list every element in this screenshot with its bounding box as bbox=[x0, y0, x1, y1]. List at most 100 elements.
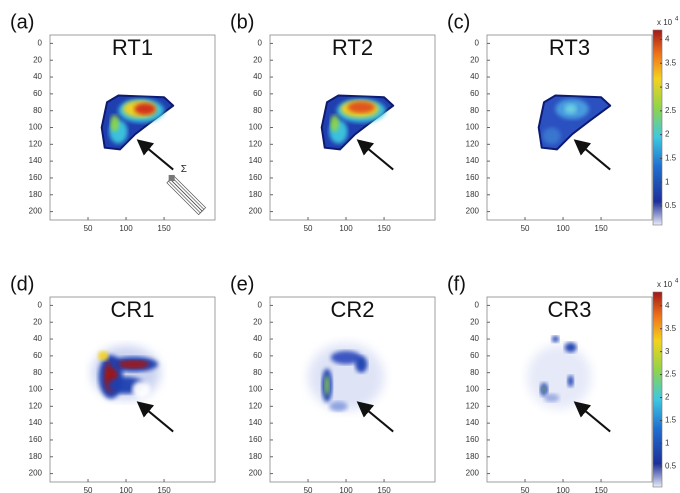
x-tick-label: 150 bbox=[157, 224, 171, 233]
y-tick-label: 80 bbox=[470, 106, 479, 115]
x-tick-label: 50 bbox=[521, 224, 530, 233]
panel-label: (f) bbox=[447, 273, 466, 295]
y-tick-label: 100 bbox=[29, 123, 43, 132]
y-tick-label: 0 bbox=[258, 301, 263, 310]
y-tick-label: 60 bbox=[470, 89, 479, 98]
heatmap-blob bbox=[542, 386, 546, 393]
panel-label: (e) bbox=[230, 273, 254, 295]
heatmap-blob bbox=[330, 114, 340, 132]
colorbar-tick-label: 2 bbox=[665, 393, 670, 402]
y-tick-label: 160 bbox=[249, 173, 263, 182]
panel: (f) CR3 0 20 40 60 80 100 120 140 160 180 200 50 100 15… bbox=[447, 273, 679, 493]
y-tick-label: 20 bbox=[33, 55, 42, 64]
panel: (d) CR1 0 20 40 60 80 100 120 140 160 180 200 50 100 15… bbox=[10, 273, 216, 493]
y-tick-label: 160 bbox=[466, 173, 480, 182]
y-tick-label: 20 bbox=[253, 55, 262, 64]
heatmap-image bbox=[308, 343, 385, 412]
colorbar-tick-label: 2.5 bbox=[665, 370, 677, 379]
y-tick-label: 140 bbox=[249, 418, 263, 427]
colorbar-tick-label: 1 bbox=[665, 177, 670, 186]
y-tick-label: 20 bbox=[470, 317, 479, 326]
panel-label: (d) bbox=[10, 273, 34, 295]
colorbar-tick-label: 4 bbox=[665, 35, 670, 44]
x-tick-label: 100 bbox=[119, 486, 133, 493]
y-tick-label: 120 bbox=[29, 139, 43, 148]
colorbar-tick-label: 3 bbox=[665, 82, 670, 91]
heatmap-blob bbox=[564, 103, 577, 115]
heatmap-blob bbox=[347, 101, 375, 114]
heatmap-blob bbox=[132, 381, 151, 398]
y-tick-label: 100 bbox=[29, 385, 43, 394]
y-tick-label: 80 bbox=[470, 368, 479, 377]
heatmap-blob bbox=[118, 360, 149, 369]
heatmap-blob bbox=[542, 127, 561, 145]
y-tick-label: 160 bbox=[29, 173, 43, 182]
panel: (e) CR2 0 20 40 60 80 100 120 140 160 180 200 50 100 15… bbox=[230, 273, 436, 493]
panel-title: CR1 bbox=[110, 297, 154, 322]
colorbar-tick-label: 1.5 bbox=[665, 416, 677, 425]
arrow bbox=[356, 139, 394, 171]
heatmap-image bbox=[537, 94, 612, 151]
y-tick-label: 200 bbox=[249, 469, 263, 478]
panel-label: (c) bbox=[447, 11, 470, 33]
x-tick-label: 50 bbox=[304, 486, 313, 493]
y-tick-label: 160 bbox=[29, 435, 43, 444]
heatmap-blob bbox=[330, 350, 362, 365]
y-tick-label: 80 bbox=[253, 368, 262, 377]
y-tick-label: 40 bbox=[33, 334, 42, 343]
panel-label: (a) bbox=[10, 11, 34, 33]
y-tick-label: 0 bbox=[38, 301, 43, 310]
heatmap-image bbox=[320, 94, 395, 151]
y-tick-label: 80 bbox=[33, 106, 42, 115]
heatmap-blob bbox=[551, 335, 560, 343]
y-tick-label: 120 bbox=[29, 401, 43, 410]
colorbar-multiplier: x 10 bbox=[657, 280, 673, 289]
x-tick-label: 150 bbox=[157, 486, 171, 493]
heatmap-blob bbox=[544, 393, 560, 403]
heatmap-blob bbox=[329, 401, 348, 412]
colorbar-exponent: 4 bbox=[675, 17, 679, 23]
y-tick-label: 180 bbox=[29, 190, 43, 199]
y-tick-label: 140 bbox=[29, 418, 43, 427]
heatmap-blob bbox=[567, 375, 574, 387]
y-tick-label: 200 bbox=[29, 207, 43, 216]
colorbar-tick-label: 4 bbox=[665, 301, 670, 310]
x-tick-label: 50 bbox=[521, 486, 530, 493]
heatmap-blob bbox=[97, 350, 109, 361]
colorbar bbox=[652, 29, 663, 226]
panel: (a) RT1 0 20 40 60 80 100 120 140 160 180 200 50 100 15… bbox=[10, 11, 216, 233]
heatmap-blob bbox=[134, 103, 156, 115]
y-tick-label: 40 bbox=[470, 334, 479, 343]
inset-source bbox=[168, 174, 175, 181]
y-tick-label: 120 bbox=[249, 401, 263, 410]
colorbar-tick-label: 0.5 bbox=[665, 461, 677, 470]
y-tick-label: 180 bbox=[466, 190, 480, 199]
heatmap-blob bbox=[324, 375, 330, 396]
x-tick-label: 150 bbox=[594, 486, 608, 493]
y-tick-label: 140 bbox=[29, 156, 43, 165]
heatmap-image bbox=[527, 335, 592, 409]
x-tick-label: 150 bbox=[594, 224, 608, 233]
arrow bbox=[356, 401, 394, 433]
y-tick-label: 100 bbox=[466, 385, 480, 394]
colorbar-tick-label: 1 bbox=[665, 439, 670, 448]
x-tick-label: 100 bbox=[339, 224, 353, 233]
colorbar-tick-label: 3.5 bbox=[665, 324, 677, 333]
y-tick-label: 40 bbox=[33, 72, 42, 81]
heatmap-blob bbox=[527, 344, 592, 409]
y-tick-label: 140 bbox=[466, 418, 480, 427]
panel-title: CR3 bbox=[547, 297, 591, 322]
colorbar-exponent: 4 bbox=[675, 279, 679, 285]
y-tick-label: 180 bbox=[29, 452, 43, 461]
y-tick-label: 40 bbox=[470, 72, 479, 81]
y-tick-label: 200 bbox=[466, 469, 480, 478]
y-tick-label: 100 bbox=[249, 123, 263, 132]
y-tick-label: 140 bbox=[249, 156, 263, 165]
heatmap-blob bbox=[564, 342, 577, 353]
panel: (c) RT3 0 20 40 60 80 100 120 140 160 180 200 50 100 15… bbox=[447, 11, 679, 233]
x-tick-label: 100 bbox=[339, 486, 353, 493]
y-tick-label: 100 bbox=[466, 123, 480, 132]
colorbar-tick-label: 1.5 bbox=[665, 154, 677, 163]
panel: (b) RT2 0 20 40 60 80 100 120 140 160 180 200 50 100 15… bbox=[230, 11, 436, 233]
colorbar-tick-label: 2 bbox=[665, 130, 670, 139]
